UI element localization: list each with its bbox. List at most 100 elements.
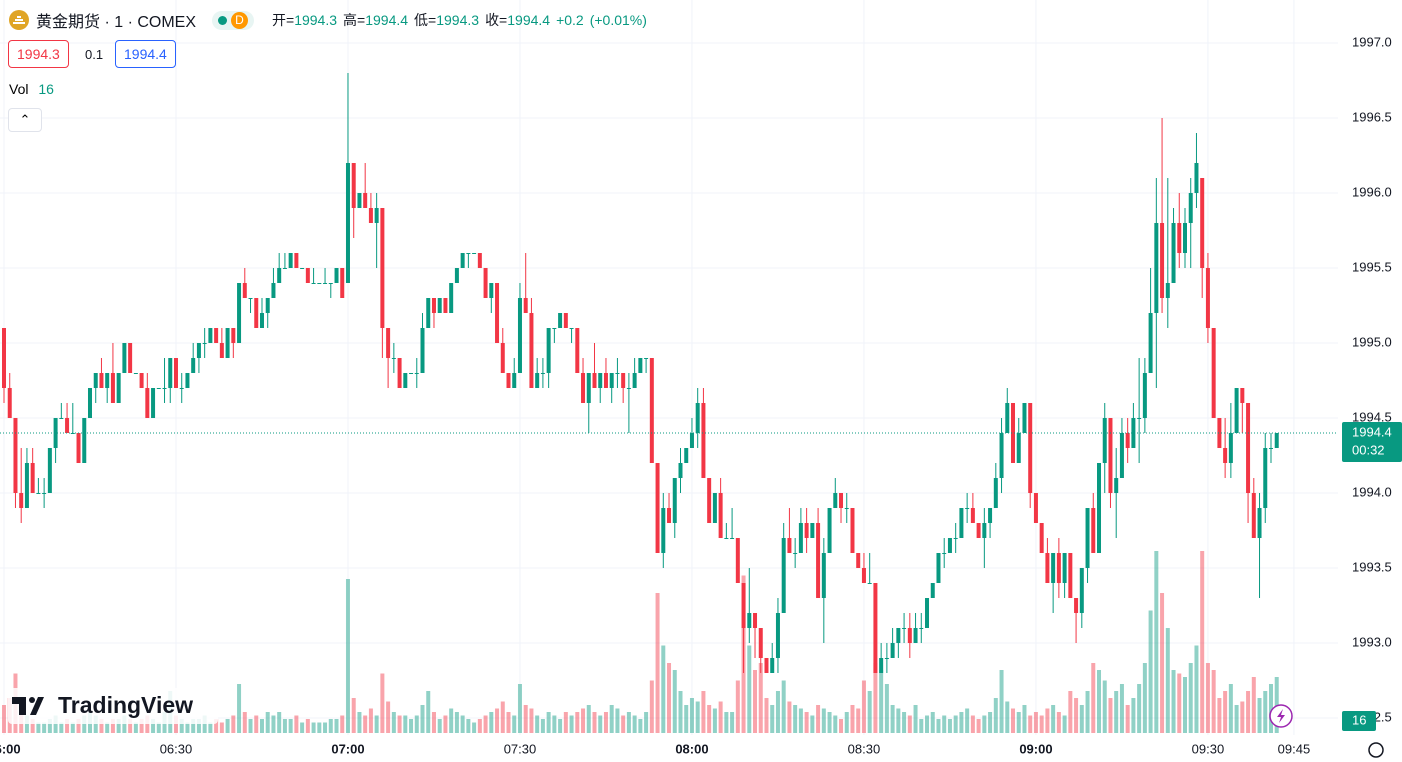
change: +0.2 <box>556 12 584 28</box>
candle-body <box>173 358 178 388</box>
candle-body <box>225 328 230 358</box>
candle-body <box>638 358 643 373</box>
volume-bar <box>495 708 500 733</box>
candle-body <box>1240 388 1245 403</box>
candle-body <box>770 658 775 673</box>
volume-bar <box>1022 705 1027 733</box>
candle-body <box>684 448 689 463</box>
volume-bar <box>879 670 884 733</box>
volume-bar <box>976 719 981 733</box>
volume-bar <box>592 712 597 733</box>
volume-bar <box>569 715 574 733</box>
settings-icon[interactable] <box>1368 742 1384 758</box>
candle-body <box>305 268 310 283</box>
candle-body <box>219 343 224 358</box>
candle-body <box>1257 508 1262 538</box>
candle-body <box>575 328 580 373</box>
volume-bar <box>477 719 482 733</box>
candle-body <box>1148 313 1153 373</box>
x-tick-label: 06:00 <box>0 741 21 756</box>
volume-bar <box>1182 677 1187 733</box>
candle-body <box>861 568 866 583</box>
candle-body <box>1125 433 1130 448</box>
volume-bar <box>1274 677 1279 733</box>
volume-bar <box>661 645 666 733</box>
candle-body <box>1234 388 1239 433</box>
candle-body <box>500 343 505 373</box>
volume-bar <box>420 705 425 733</box>
volume-bar <box>512 715 517 733</box>
volume-bar <box>2 705 6 733</box>
candle-body <box>1005 403 1010 433</box>
candle-body <box>185 373 190 388</box>
candle-body <box>695 403 700 433</box>
candle-body <box>793 553 798 554</box>
volume-bar <box>993 698 998 733</box>
volume-bar <box>139 719 144 733</box>
candle-body <box>271 283 276 298</box>
volume-bar <box>472 722 477 733</box>
ask[interactable]: 1994.4 <box>115 40 176 68</box>
candle-body <box>1033 493 1038 523</box>
volume-bar <box>328 719 333 733</box>
volume-bar <box>105 722 110 733</box>
candle-body <box>1205 268 1210 328</box>
volume-bar <box>902 712 907 733</box>
candle-body <box>128 343 133 373</box>
grid <box>0 0 1338 735</box>
volume-bar <box>265 712 270 733</box>
candle-body <box>546 328 551 373</box>
candle-body <box>1062 553 1067 583</box>
candle-body <box>701 403 706 478</box>
volume-bar <box>626 712 631 733</box>
volume-bar <box>179 719 184 733</box>
volume-bar <box>913 705 918 733</box>
candle-body <box>1223 448 1228 463</box>
axes: 1992.51993.01993.51994.01994.51995.01995… <box>1338 0 1402 735</box>
volume-bar <box>1097 670 1102 733</box>
candle-body <box>569 328 574 329</box>
candle-body <box>231 328 236 343</box>
candle-body <box>7 388 12 418</box>
symbol-icon <box>9 10 29 30</box>
volume-bar <box>1268 684 1273 733</box>
candle-body <box>443 298 448 313</box>
candle-body <box>787 538 792 553</box>
volume-bar <box>214 719 219 733</box>
volume-bar <box>965 708 970 733</box>
candles <box>0 73 1338 673</box>
volume-value: 16 <box>38 81 54 97</box>
bid[interactable]: 1994.3 <box>8 40 69 68</box>
candle-body <box>747 613 752 628</box>
candle-body <box>179 388 184 389</box>
volume-bar <box>999 670 1004 733</box>
volume-bar <box>827 712 832 733</box>
volume-bar <box>1177 673 1182 733</box>
candle-body <box>724 538 729 539</box>
candle-body <box>363 193 368 208</box>
volume-bar <box>787 701 792 733</box>
candle-body <box>821 553 826 598</box>
candle-body <box>374 208 379 223</box>
candle-body <box>265 298 270 313</box>
volume-bar <box>443 715 448 733</box>
volume-bar <box>615 708 620 733</box>
collapse-button[interactable]: ⌃ <box>8 108 42 132</box>
candle-body <box>741 583 746 628</box>
volume-bar <box>156 722 161 733</box>
volume-bar <box>930 712 935 733</box>
candle-body <box>873 583 878 673</box>
volume-bar <box>1011 708 1016 733</box>
candle-body <box>1039 523 1044 553</box>
candle-body <box>615 373 620 374</box>
candle-body <box>391 358 396 359</box>
volume-bar <box>431 712 436 733</box>
candle-body <box>1114 478 1119 493</box>
volume-bar <box>1205 663 1210 733</box>
volume-bar <box>695 701 700 733</box>
volume-bar <box>231 715 236 733</box>
volume-bar <box>707 705 712 733</box>
candle-body <box>351 163 356 208</box>
candle-body <box>168 358 173 388</box>
candle-body <box>156 388 161 389</box>
